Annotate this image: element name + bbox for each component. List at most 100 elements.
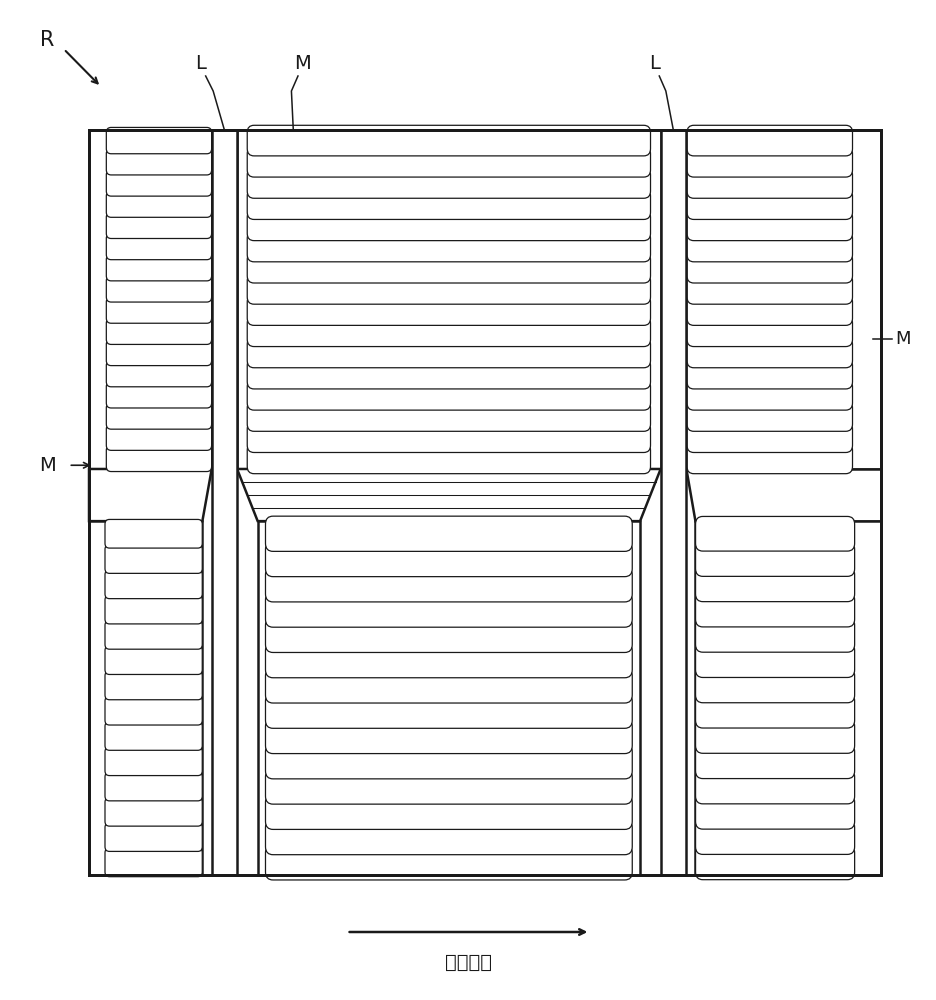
FancyBboxPatch shape (686, 422, 852, 452)
FancyBboxPatch shape (247, 401, 650, 431)
FancyBboxPatch shape (105, 595, 202, 624)
FancyBboxPatch shape (105, 696, 202, 725)
FancyBboxPatch shape (686, 380, 852, 410)
FancyBboxPatch shape (247, 380, 650, 410)
FancyBboxPatch shape (265, 617, 632, 652)
FancyBboxPatch shape (265, 592, 632, 627)
FancyBboxPatch shape (247, 337, 650, 368)
FancyBboxPatch shape (105, 621, 202, 649)
FancyBboxPatch shape (695, 845, 854, 880)
FancyBboxPatch shape (247, 443, 650, 474)
Text: M: M (894, 330, 910, 348)
Text: 滚轴方向: 滚轴方向 (445, 952, 491, 972)
FancyBboxPatch shape (686, 231, 852, 262)
FancyBboxPatch shape (695, 668, 854, 703)
FancyBboxPatch shape (106, 424, 212, 450)
Text: R: R (39, 30, 54, 50)
FancyBboxPatch shape (695, 744, 854, 779)
Bar (685, 130, 880, 469)
FancyBboxPatch shape (106, 233, 212, 260)
FancyBboxPatch shape (106, 403, 212, 429)
FancyBboxPatch shape (686, 252, 852, 283)
Polygon shape (89, 469, 212, 521)
FancyBboxPatch shape (106, 318, 212, 344)
FancyBboxPatch shape (105, 823, 202, 851)
FancyBboxPatch shape (686, 316, 852, 347)
FancyBboxPatch shape (247, 231, 650, 262)
FancyBboxPatch shape (695, 719, 854, 753)
FancyBboxPatch shape (686, 189, 852, 219)
FancyBboxPatch shape (105, 797, 202, 826)
FancyBboxPatch shape (247, 168, 650, 198)
FancyBboxPatch shape (695, 693, 854, 728)
FancyBboxPatch shape (105, 772, 202, 801)
Bar (89, 521, 202, 875)
Text: L: L (649, 54, 659, 73)
FancyBboxPatch shape (265, 668, 632, 703)
Polygon shape (237, 469, 660, 521)
FancyBboxPatch shape (106, 382, 212, 408)
FancyBboxPatch shape (106, 445, 212, 472)
Bar (237, 130, 660, 469)
FancyBboxPatch shape (247, 189, 650, 219)
FancyBboxPatch shape (686, 443, 852, 474)
FancyBboxPatch shape (695, 643, 854, 677)
FancyBboxPatch shape (686, 274, 852, 304)
FancyBboxPatch shape (247, 358, 650, 389)
Polygon shape (685, 469, 880, 521)
Bar (89, 130, 212, 469)
FancyBboxPatch shape (247, 316, 650, 347)
FancyBboxPatch shape (247, 422, 650, 452)
FancyBboxPatch shape (695, 618, 854, 652)
FancyBboxPatch shape (247, 210, 650, 241)
FancyBboxPatch shape (686, 401, 852, 431)
FancyBboxPatch shape (695, 516, 854, 551)
FancyBboxPatch shape (105, 545, 202, 573)
FancyBboxPatch shape (695, 794, 854, 829)
FancyBboxPatch shape (686, 295, 852, 325)
FancyBboxPatch shape (106, 360, 212, 387)
FancyBboxPatch shape (247, 125, 650, 156)
FancyBboxPatch shape (265, 567, 632, 602)
FancyBboxPatch shape (106, 255, 212, 281)
FancyBboxPatch shape (106, 297, 212, 323)
FancyBboxPatch shape (686, 125, 852, 156)
FancyBboxPatch shape (106, 276, 212, 302)
FancyBboxPatch shape (265, 769, 632, 804)
FancyBboxPatch shape (265, 744, 632, 779)
FancyBboxPatch shape (105, 570, 202, 599)
FancyBboxPatch shape (265, 819, 632, 855)
FancyBboxPatch shape (265, 541, 632, 577)
FancyBboxPatch shape (247, 252, 650, 283)
FancyBboxPatch shape (105, 519, 202, 548)
FancyBboxPatch shape (695, 567, 854, 602)
FancyBboxPatch shape (106, 191, 212, 217)
Bar (695, 521, 880, 875)
FancyBboxPatch shape (695, 820, 854, 854)
FancyBboxPatch shape (686, 210, 852, 241)
Text: M: M (294, 54, 311, 73)
Bar (660, 130, 685, 875)
FancyBboxPatch shape (265, 643, 632, 678)
FancyBboxPatch shape (265, 845, 632, 880)
Bar (257, 521, 639, 875)
FancyBboxPatch shape (106, 127, 212, 154)
FancyBboxPatch shape (686, 168, 852, 198)
FancyBboxPatch shape (247, 146, 650, 177)
FancyBboxPatch shape (105, 848, 202, 877)
FancyBboxPatch shape (695, 592, 854, 627)
Bar (212, 130, 237, 875)
FancyBboxPatch shape (105, 747, 202, 776)
FancyBboxPatch shape (265, 718, 632, 754)
FancyBboxPatch shape (105, 671, 202, 700)
FancyBboxPatch shape (265, 516, 632, 551)
Bar (89, 130, 880, 875)
FancyBboxPatch shape (247, 274, 650, 304)
FancyBboxPatch shape (106, 339, 212, 366)
FancyBboxPatch shape (105, 646, 202, 674)
Text: M: M (39, 456, 56, 475)
FancyBboxPatch shape (265, 794, 632, 829)
FancyBboxPatch shape (106, 212, 212, 238)
FancyBboxPatch shape (105, 722, 202, 750)
FancyBboxPatch shape (265, 693, 632, 728)
